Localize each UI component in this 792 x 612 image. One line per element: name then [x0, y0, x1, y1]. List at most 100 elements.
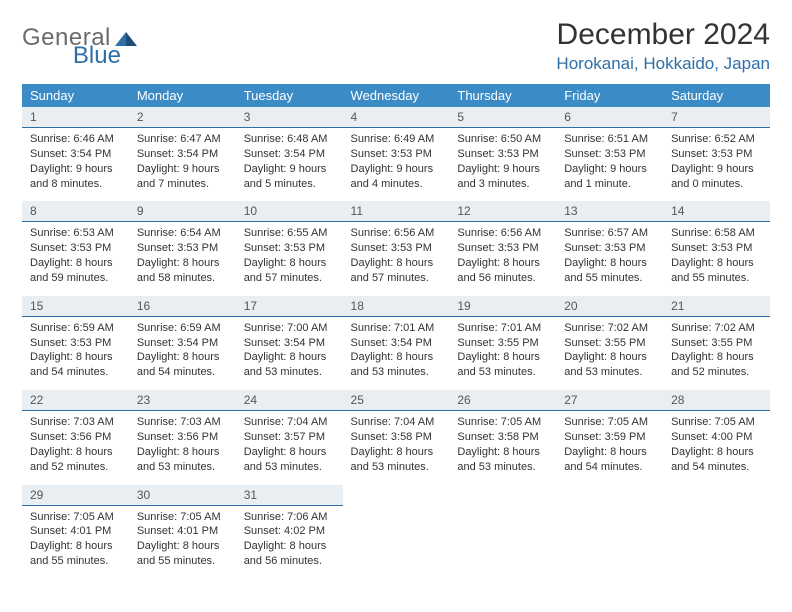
- daylight-line: Daylight: 8 hours and 53 minutes.: [457, 350, 548, 380]
- sunrise-line: Sunrise: 6:50 AM: [457, 132, 548, 147]
- day-details: Sunrise: 6:50 AMSunset: 3:53 PMDaylight:…: [449, 128, 556, 197]
- day-details: Sunrise: 6:51 AMSunset: 3:53 PMDaylight:…: [556, 128, 663, 197]
- day-details: Sunrise: 7:04 AMSunset: 3:58 PMDaylight:…: [343, 411, 450, 480]
- sunset-line: Sunset: 3:53 PM: [137, 241, 228, 256]
- calendar-week-row: 1Sunrise: 6:46 AMSunset: 3:54 PMDaylight…: [22, 107, 770, 199]
- location-text: Horokanai, Hokkaido, Japan: [556, 54, 770, 74]
- day-details: Sunrise: 7:05 AMSunset: 3:59 PMDaylight:…: [556, 411, 663, 480]
- sunset-line: Sunset: 3:56 PM: [137, 430, 228, 445]
- day-details: Sunrise: 7:01 AMSunset: 3:54 PMDaylight:…: [343, 317, 450, 386]
- day-details: Sunrise: 6:59 AMSunset: 3:53 PMDaylight:…: [22, 317, 129, 386]
- day-number: 6: [556, 107, 663, 128]
- sunrise-line: Sunrise: 7:01 AM: [351, 321, 442, 336]
- day-number: 25: [343, 390, 450, 411]
- day-details: Sunrise: 7:02 AMSunset: 3:55 PMDaylight:…: [663, 317, 770, 386]
- daylight-line: Daylight: 8 hours and 53 minutes.: [351, 350, 442, 380]
- sunrise-line: Sunrise: 7:01 AM: [457, 321, 548, 336]
- calendar-day-cell: 8Sunrise: 6:53 AMSunset: 3:53 PMDaylight…: [22, 199, 129, 293]
- day-number: 5: [449, 107, 556, 128]
- daylight-line: Daylight: 9 hours and 3 minutes.: [457, 162, 548, 192]
- daylight-line: Daylight: 8 hours and 53 minutes.: [457, 445, 548, 475]
- calendar-day-cell: 28Sunrise: 7:05 AMSunset: 4:00 PMDayligh…: [663, 388, 770, 482]
- calendar-day-cell: [556, 483, 663, 577]
- day-details: Sunrise: 6:58 AMSunset: 3:53 PMDaylight:…: [663, 222, 770, 291]
- day-number: 8: [22, 201, 129, 222]
- day-number: 28: [663, 390, 770, 411]
- day-details: Sunrise: 6:59 AMSunset: 3:54 PMDaylight:…: [129, 317, 236, 386]
- day-details: Sunrise: 7:05 AMSunset: 4:01 PMDaylight:…: [22, 506, 129, 575]
- calendar-day-cell: [663, 483, 770, 577]
- sunset-line: Sunset: 3:53 PM: [244, 241, 335, 256]
- logo-text-part2: Blue: [73, 42, 121, 70]
- calendar-day-cell: 18Sunrise: 7:01 AMSunset: 3:54 PMDayligh…: [343, 294, 450, 388]
- daylight-line: Daylight: 9 hours and 1 minute.: [564, 162, 655, 192]
- sunrise-line: Sunrise: 7:05 AM: [457, 415, 548, 430]
- sunset-line: Sunset: 3:53 PM: [457, 241, 548, 256]
- sunset-line: Sunset: 3:53 PM: [351, 241, 442, 256]
- day-number: 20: [556, 296, 663, 317]
- day-number: 1: [22, 107, 129, 128]
- daylight-line: Daylight: 8 hours and 55 minutes.: [564, 256, 655, 286]
- calendar-day-cell: 2Sunrise: 6:47 AMSunset: 3:54 PMDaylight…: [129, 107, 236, 199]
- dow-friday: Friday: [556, 84, 663, 107]
- sunset-line: Sunset: 4:01 PM: [137, 524, 228, 539]
- logo: General Blue: [22, 18, 189, 52]
- sunrise-line: Sunrise: 6:51 AM: [564, 132, 655, 147]
- day-number: 26: [449, 390, 556, 411]
- day-details: Sunrise: 6:54 AMSunset: 3:53 PMDaylight:…: [129, 222, 236, 291]
- calendar-week-row: 15Sunrise: 6:59 AMSunset: 3:53 PMDayligh…: [22, 294, 770, 388]
- sunrise-line: Sunrise: 7:03 AM: [30, 415, 121, 430]
- sunrise-line: Sunrise: 7:05 AM: [671, 415, 762, 430]
- days-of-week-row: Sunday Monday Tuesday Wednesday Thursday…: [22, 84, 770, 107]
- calendar-day-cell: 10Sunrise: 6:55 AMSunset: 3:53 PMDayligh…: [236, 199, 343, 293]
- daylight-line: Daylight: 8 hours and 53 minutes.: [244, 445, 335, 475]
- sunrise-line: Sunrise: 7:04 AM: [244, 415, 335, 430]
- sunset-line: Sunset: 3:53 PM: [564, 147, 655, 162]
- calendar-day-cell: [343, 483, 450, 577]
- daylight-line: Daylight: 9 hours and 0 minutes.: [671, 162, 762, 192]
- sunrise-line: Sunrise: 7:02 AM: [564, 321, 655, 336]
- daylight-line: Daylight: 8 hours and 54 minutes.: [137, 350, 228, 380]
- daylight-line: Daylight: 9 hours and 5 minutes.: [244, 162, 335, 192]
- calendar-day-cell: 30Sunrise: 7:05 AMSunset: 4:01 PMDayligh…: [129, 483, 236, 577]
- calendar-day-cell: 5Sunrise: 6:50 AMSunset: 3:53 PMDaylight…: [449, 107, 556, 199]
- calendar-day-cell: 21Sunrise: 7:02 AMSunset: 3:55 PMDayligh…: [663, 294, 770, 388]
- day-details: Sunrise: 7:03 AMSunset: 3:56 PMDaylight:…: [129, 411, 236, 480]
- day-number: 11: [343, 201, 450, 222]
- sunset-line: Sunset: 3:53 PM: [671, 241, 762, 256]
- day-details: Sunrise: 6:47 AMSunset: 3:54 PMDaylight:…: [129, 128, 236, 197]
- month-title: December 2024: [556, 18, 770, 52]
- calendar-day-cell: 20Sunrise: 7:02 AMSunset: 3:55 PMDayligh…: [556, 294, 663, 388]
- calendar-day-cell: 7Sunrise: 6:52 AMSunset: 3:53 PMDaylight…: [663, 107, 770, 199]
- day-number: 24: [236, 390, 343, 411]
- day-number: 27: [556, 390, 663, 411]
- day-number: 10: [236, 201, 343, 222]
- sunset-line: Sunset: 3:54 PM: [351, 336, 442, 351]
- sunset-line: Sunset: 3:53 PM: [30, 241, 121, 256]
- sunset-line: Sunset: 3:53 PM: [671, 147, 762, 162]
- daylight-line: Daylight: 9 hours and 7 minutes.: [137, 162, 228, 192]
- sunset-line: Sunset: 3:54 PM: [137, 147, 228, 162]
- sunrise-line: Sunrise: 7:04 AM: [351, 415, 442, 430]
- sunrise-line: Sunrise: 6:49 AM: [351, 132, 442, 147]
- day-details: Sunrise: 7:02 AMSunset: 3:55 PMDaylight:…: [556, 317, 663, 386]
- sunrise-line: Sunrise: 7:02 AM: [671, 321, 762, 336]
- calendar-week-row: 29Sunrise: 7:05 AMSunset: 4:01 PMDayligh…: [22, 483, 770, 577]
- dow-wednesday: Wednesday: [343, 84, 450, 107]
- calendar-day-cell: 19Sunrise: 7:01 AMSunset: 3:55 PMDayligh…: [449, 294, 556, 388]
- calendar-day-cell: 23Sunrise: 7:03 AMSunset: 3:56 PMDayligh…: [129, 388, 236, 482]
- day-number: 18: [343, 296, 450, 317]
- daylight-line: Daylight: 8 hours and 54 minutes.: [30, 350, 121, 380]
- day-number: 30: [129, 485, 236, 506]
- day-details: Sunrise: 7:00 AMSunset: 3:54 PMDaylight:…: [236, 317, 343, 386]
- day-number: 22: [22, 390, 129, 411]
- sunset-line: Sunset: 3:53 PM: [457, 147, 548, 162]
- day-details: Sunrise: 6:53 AMSunset: 3:53 PMDaylight:…: [22, 222, 129, 291]
- sunset-line: Sunset: 4:00 PM: [671, 430, 762, 445]
- day-details: Sunrise: 6:52 AMSunset: 3:53 PMDaylight:…: [663, 128, 770, 197]
- day-details: Sunrise: 6:49 AMSunset: 3:53 PMDaylight:…: [343, 128, 450, 197]
- sunset-line: Sunset: 3:55 PM: [564, 336, 655, 351]
- calendar-week-row: 8Sunrise: 6:53 AMSunset: 3:53 PMDaylight…: [22, 199, 770, 293]
- sunset-line: Sunset: 3:54 PM: [244, 147, 335, 162]
- day-details: Sunrise: 7:05 AMSunset: 4:01 PMDaylight:…: [129, 506, 236, 575]
